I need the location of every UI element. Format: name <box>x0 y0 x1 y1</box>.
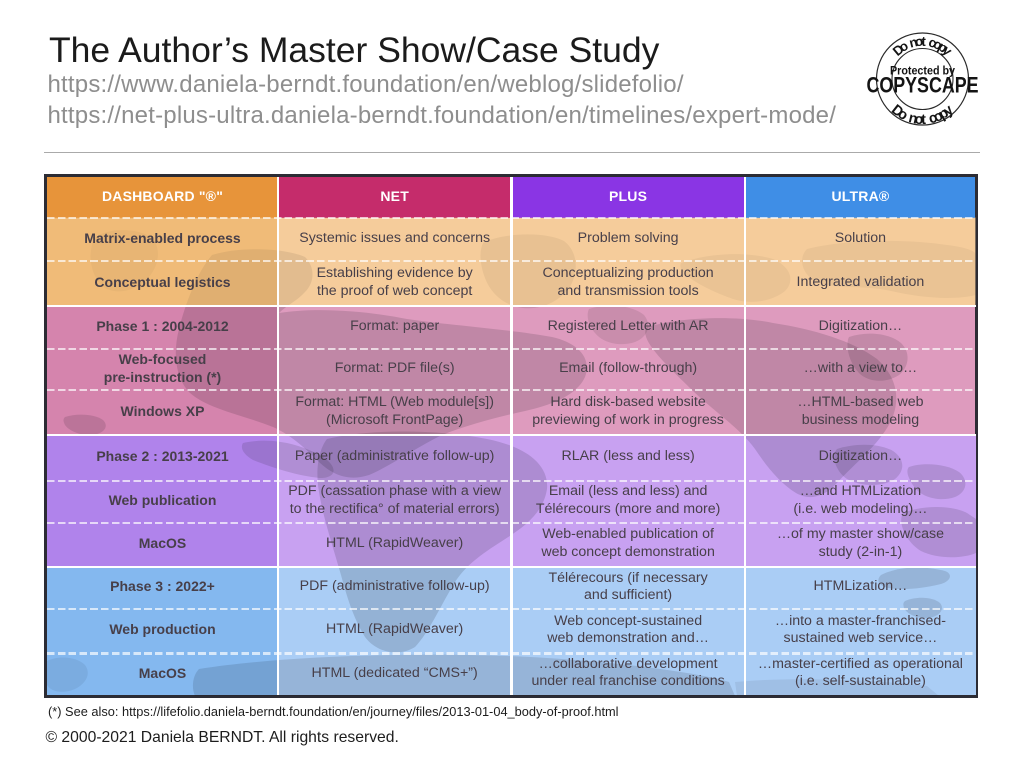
svg-text:t: t <box>921 112 926 128</box>
svg-text:t: t <box>921 34 926 49</box>
svg-text:Protected by: Protected by <box>890 64 955 78</box>
svg-text:n: n <box>908 34 920 51</box>
svg-text:COPYSCAPE: COPYSCAPE <box>867 73 979 98</box>
svg-text:n: n <box>907 110 919 128</box>
svg-text:o: o <box>914 111 924 128</box>
svg-text:o: o <box>914 34 924 50</box>
svg-text:c: c <box>927 34 939 51</box>
svg-text:c: c <box>927 110 939 128</box>
